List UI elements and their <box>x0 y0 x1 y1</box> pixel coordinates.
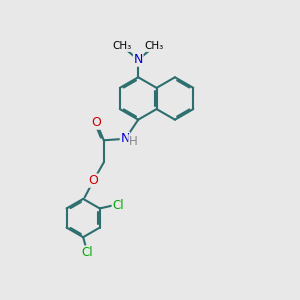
Text: O: O <box>92 116 101 129</box>
Text: N: N <box>134 53 143 66</box>
Text: N: N <box>120 132 130 145</box>
Text: CH₃: CH₃ <box>145 41 164 51</box>
Text: Cl: Cl <box>112 199 124 212</box>
Text: H: H <box>129 135 138 148</box>
Text: O: O <box>88 174 98 187</box>
Text: Cl: Cl <box>82 246 93 259</box>
Text: CH₃: CH₃ <box>112 41 132 51</box>
